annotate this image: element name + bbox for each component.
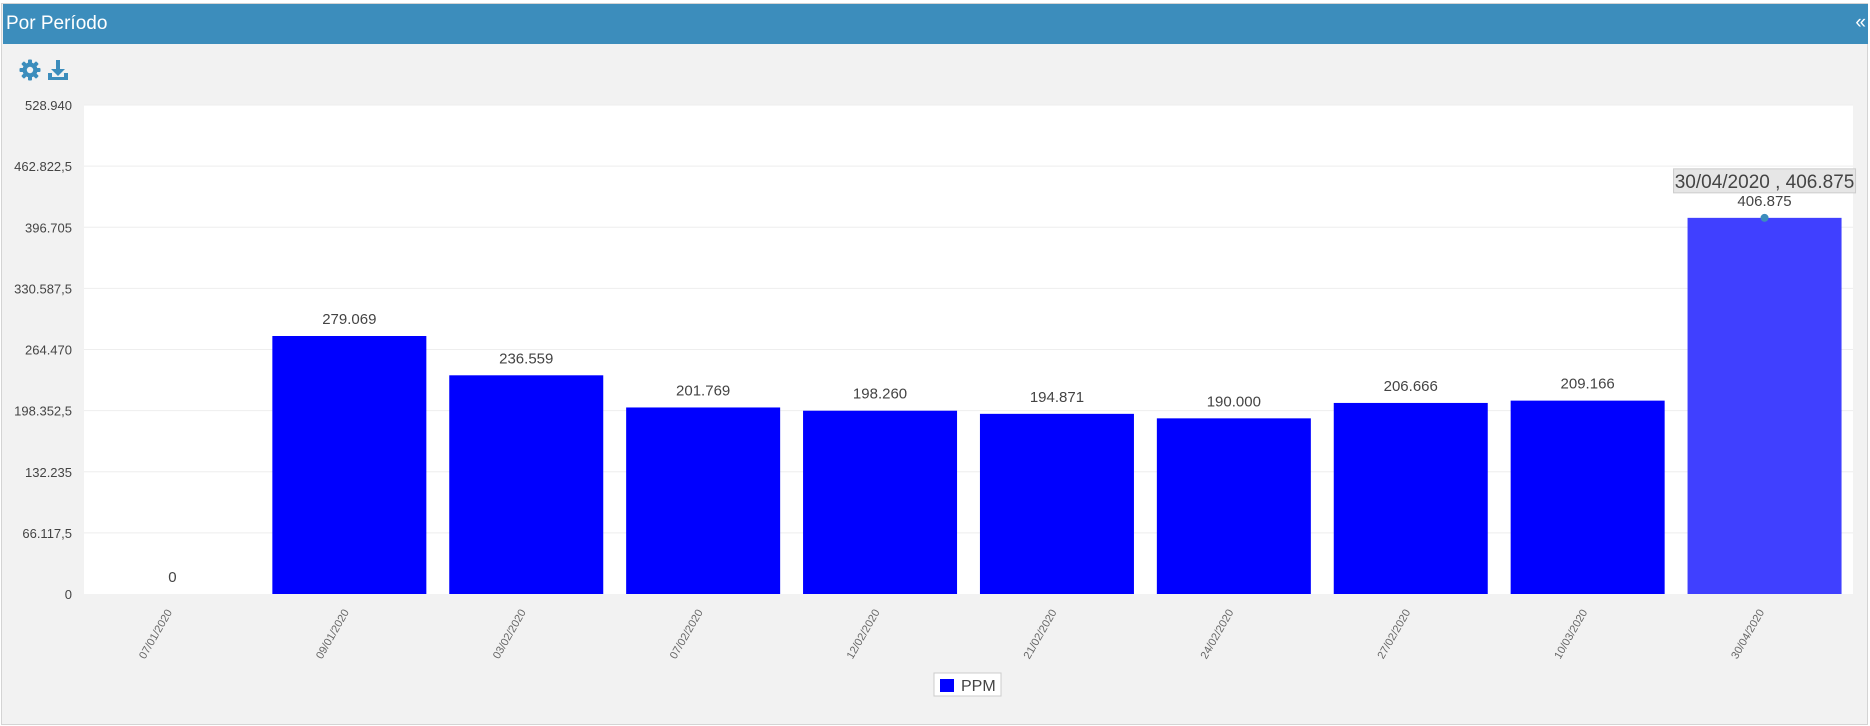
x-tick-label: 07/02/2020 [668, 608, 706, 662]
bar [979, 413, 1134, 594]
data-label: 194.871 [1030, 389, 1084, 406]
data-label: 236.559 [499, 350, 553, 367]
gear-icon[interactable] [18, 58, 42, 82]
legend-swatch [940, 679, 954, 692]
data-label: 198.260 [853, 386, 907, 403]
bar [272, 336, 427, 594]
bar [1510, 400, 1665, 594]
y-tick-label: 396.705 [25, 220, 72, 235]
bar [449, 375, 604, 594]
y-tick-label: 132.235 [25, 465, 72, 480]
tooltip-box [1673, 168, 1857, 194]
x-tick-label: 07/01/2020 [137, 608, 175, 662]
x-tick-label: 24/02/2020 [1199, 608, 1237, 662]
y-tick-label: 330.587,5 [14, 281, 72, 296]
y-tick-label: 462.822,5 [14, 159, 72, 174]
y-tick-label: 264.470 [25, 343, 72, 358]
y-tick-label: 0 [65, 587, 72, 602]
bar [1333, 402, 1488, 594]
data-label: 209.166 [1561, 376, 1615, 393]
download-icon[interactable] [46, 58, 70, 82]
x-tick-label: 30/04/2020 [1729, 608, 1767, 662]
hover-point [1760, 213, 1769, 222]
panel-header: Por Período « [3, 4, 1868, 44]
data-label: 406.875 [1737, 193, 1791, 210]
legend-label: PPM [961, 678, 996, 695]
bar [803, 410, 958, 594]
x-tick-label: 09/01/2020 [314, 608, 352, 662]
data-label: 0 [168, 569, 176, 586]
data-label: 206.666 [1384, 378, 1438, 395]
data-label: 190.000 [1207, 393, 1261, 410]
data-label: 201.769 [676, 382, 730, 399]
collapse-button[interactable]: « [1855, 12, 1866, 33]
x-tick-label: 21/02/2020 [1022, 608, 1060, 662]
x-tick-label: 12/02/2020 [845, 608, 883, 662]
y-tick-label: 528.940 [25, 98, 72, 113]
bar [626, 407, 781, 594]
x-tick-label: 10/03/2020 [1552, 608, 1590, 662]
tooltip-text: 30/04/2020 , 406.875 [1675, 172, 1855, 193]
y-tick-label: 66.117,5 [22, 526, 72, 541]
data-label: 279.069 [322, 311, 376, 328]
panel-title: Por Período [6, 13, 108, 34]
bar [1687, 217, 1842, 594]
y-tick-label: 198.352,5 [14, 404, 72, 419]
x-tick-label: 27/02/2020 [1375, 608, 1413, 662]
bar [1156, 418, 1311, 594]
x-tick-label: 03/02/2020 [491, 608, 529, 662]
